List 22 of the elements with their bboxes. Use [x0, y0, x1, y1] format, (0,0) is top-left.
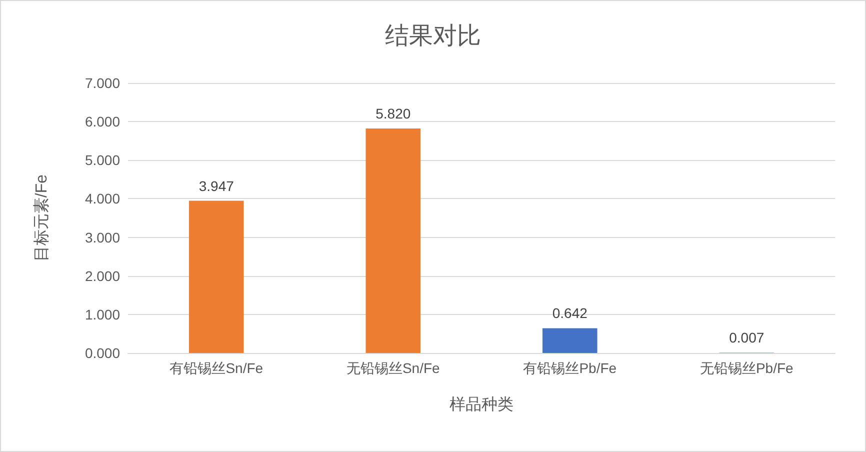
bar [188, 200, 244, 353]
y-axis-title: 目标元素/Fe [32, 174, 50, 262]
x-axis-title: 样品种类 [450, 396, 514, 414]
y-tick-label: 3.000 [84, 229, 120, 246]
data-label: 3.947 [198, 178, 234, 194]
data-label: 5.820 [376, 106, 411, 122]
y-tick-label: 0.000 [84, 345, 120, 361]
y-tick-label: 4.000 [84, 190, 120, 207]
bar [366, 128, 421, 353]
chart-title: 结果对比 [385, 22, 481, 50]
x-tick-label: 无铅锡丝Sn/Fe [346, 360, 440, 376]
x-tick-label: 有铅锡丝Pb/Fe [523, 360, 617, 376]
y-tick-label: 6.000 [84, 114, 120, 130]
data-label: 0.007 [729, 330, 764, 346]
y-tick-label: 5.000 [84, 152, 120, 168]
x-tick-label: 有铅锡丝Sn/Fe [170, 360, 264, 376]
y-tick-label: 7.000 [84, 75, 120, 91]
y-tick-label: 2.000 [84, 268, 120, 284]
y-tick-label: 1.000 [84, 306, 120, 322]
x-tick-label: 无铅锡丝Pb/Fe [700, 360, 794, 376]
bar [542, 328, 598, 353]
data-label: 0.642 [552, 305, 588, 322]
